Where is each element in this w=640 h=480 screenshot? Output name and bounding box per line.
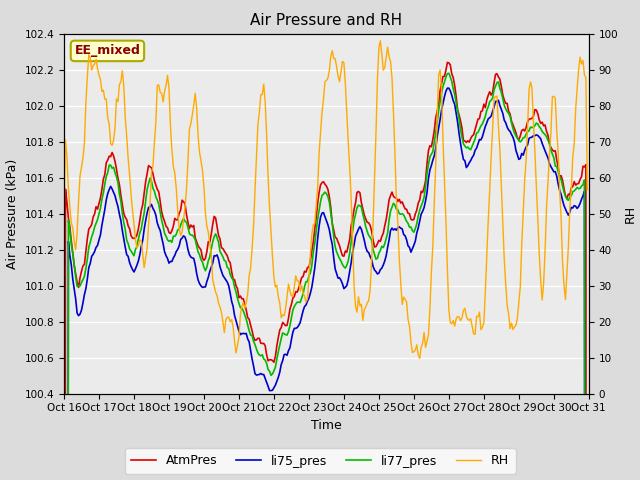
li77_pres <box>124 240 132 246</box>
Y-axis label: RH: RH <box>624 204 637 223</box>
li77_pres <box>445 71 452 76</box>
AtmPres <box>556 174 563 180</box>
li75_pres <box>234 323 241 328</box>
Line: RH: RH <box>64 41 588 359</box>
AtmPres <box>289 295 297 301</box>
RH <box>124 156 132 161</box>
RH <box>416 356 424 361</box>
AtmPres <box>444 60 451 65</box>
Text: EE_mixed: EE_mixed <box>74 44 140 58</box>
li75_pres <box>556 188 563 193</box>
Line: li77_pres: li77_pres <box>64 73 588 480</box>
li77_pres <box>243 316 250 322</box>
li75_pres <box>216 264 224 270</box>
RH <box>557 216 565 221</box>
RH <box>584 187 591 193</box>
RH <box>243 300 250 306</box>
RH <box>376 38 384 44</box>
Legend: AtmPres, li75_pres, li77_pres, RH: AtmPres, li75_pres, li77_pres, RH <box>125 448 515 474</box>
Line: li75_pres: li75_pres <box>64 88 588 480</box>
AtmPres <box>243 307 250 312</box>
Line: AtmPres: AtmPres <box>64 62 588 480</box>
AtmPres <box>216 236 224 242</box>
X-axis label: Time: Time <box>311 419 342 432</box>
RH <box>234 343 241 348</box>
Y-axis label: Air Pressure (kPa): Air Pressure (kPa) <box>6 158 19 269</box>
AtmPres <box>234 286 241 291</box>
li77_pres <box>556 174 563 180</box>
li75_pres <box>445 85 452 91</box>
li77_pres <box>289 307 297 313</box>
li75_pres <box>243 331 250 336</box>
RH <box>216 304 224 310</box>
li77_pres <box>216 249 224 254</box>
Title: Air Pressure and RH: Air Pressure and RH <box>250 13 403 28</box>
RH <box>60 217 68 223</box>
li77_pres <box>234 296 241 301</box>
RH <box>289 293 297 299</box>
li75_pres <box>289 329 297 335</box>
AtmPres <box>124 223 132 228</box>
li75_pres <box>124 253 132 259</box>
